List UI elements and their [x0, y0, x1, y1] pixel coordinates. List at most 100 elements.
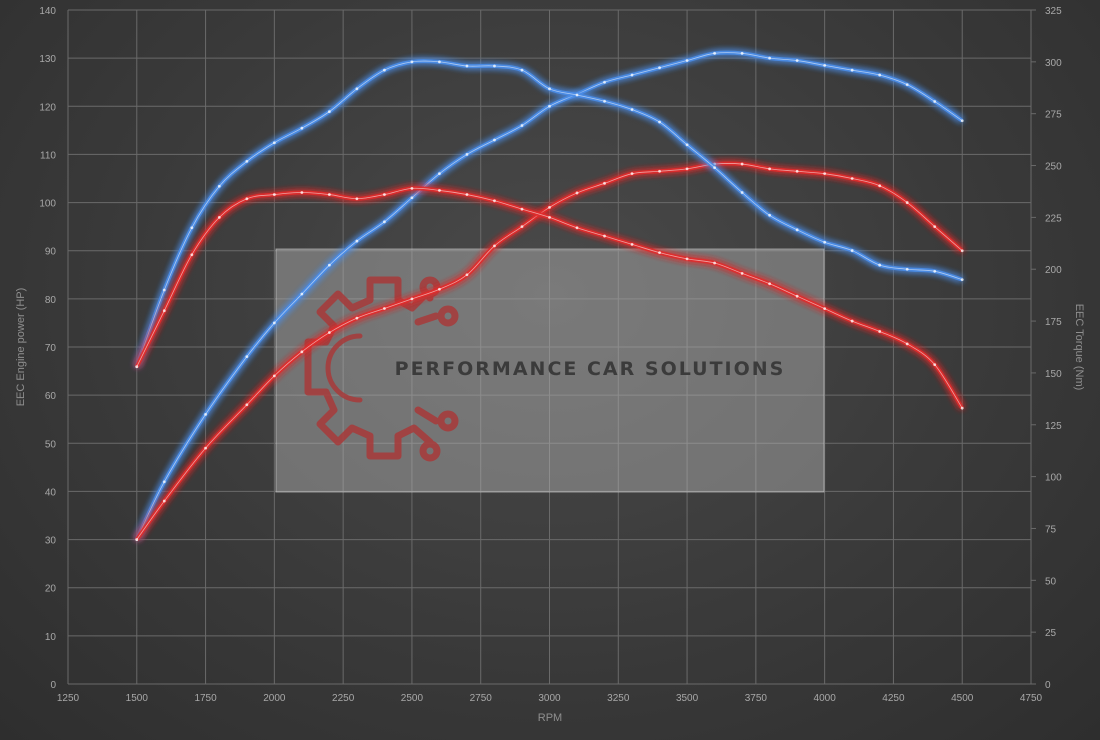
data-point — [960, 406, 964, 410]
data-point — [933, 363, 937, 367]
data-point — [135, 365, 139, 369]
data-point — [960, 249, 964, 253]
data-point — [603, 181, 606, 185]
y-right-tick-label: 100 — [1045, 473, 1062, 484]
data-point — [300, 350, 304, 354]
data-point — [272, 193, 276, 196]
y-right-tick-label: 275 — [1045, 110, 1062, 121]
data-point — [162, 499, 166, 503]
data-point — [603, 99, 606, 103]
data-point — [438, 60, 441, 64]
data-point — [493, 199, 496, 203]
data-point — [355, 316, 359, 320]
data-point — [410, 196, 414, 200]
data-point — [603, 80, 606, 84]
data-point — [575, 93, 579, 97]
data-point — [713, 261, 716, 265]
x-tick-label: 1500 — [126, 693, 149, 704]
data-point — [300, 191, 304, 194]
data-point — [300, 126, 304, 130]
grid — [67, 9, 1036, 685]
data-point — [823, 172, 827, 176]
data-point — [823, 307, 827, 311]
data-point — [795, 169, 799, 173]
data-point — [162, 480, 166, 484]
y-right-tick-label: 200 — [1045, 265, 1062, 276]
y-right-tick-label: 225 — [1045, 213, 1062, 224]
y-left-tick-label: 40 — [45, 487, 57, 498]
data-point — [630, 172, 634, 176]
data-point — [630, 108, 634, 111]
data-point — [905, 83, 909, 87]
data-point — [355, 197, 359, 201]
data-point — [162, 309, 166, 313]
x-tick-label: 4750 — [1020, 693, 1043, 704]
data-point — [272, 141, 276, 145]
y-right-tick-label: 250 — [1045, 162, 1062, 173]
data-point — [823, 240, 827, 244]
data-point — [548, 205, 551, 209]
data-point — [685, 143, 689, 147]
data-point — [933, 269, 937, 273]
y-left-tick-label: 120 — [39, 102, 56, 113]
data-point — [548, 215, 551, 219]
y-right-tick-label: 125 — [1045, 421, 1062, 432]
series-1 — [134, 50, 964, 541]
data-point — [465, 193, 469, 196]
data-point — [465, 153, 469, 156]
data-point — [850, 319, 854, 323]
data-point — [850, 68, 854, 72]
watermark: PERFORMANCE CAR SOLUTIONS — [275, 248, 825, 493]
y-left-tick-label: 20 — [45, 584, 57, 595]
data-point — [740, 162, 744, 166]
data-point — [905, 342, 909, 346]
data-point — [685, 59, 689, 62]
x-tick-label: 4250 — [882, 693, 905, 704]
data-point — [245, 159, 249, 163]
data-point — [878, 73, 882, 77]
y-left-tick-label: 10 — [45, 632, 57, 643]
data-point — [795, 228, 799, 232]
y-right-tick-label: 25 — [1045, 628, 1057, 639]
data-point — [740, 191, 744, 194]
data-point — [410, 186, 414, 190]
series-2 — [135, 161, 964, 541]
data-point — [465, 64, 469, 68]
data-point — [768, 282, 772, 286]
data-point — [438, 189, 441, 192]
data-point — [713, 51, 716, 55]
x-tick-label: 4500 — [951, 693, 974, 704]
data-point — [933, 100, 937, 103]
data-point — [383, 307, 386, 310]
data-point — [300, 292, 304, 296]
data-point — [410, 297, 414, 301]
data-point — [685, 257, 689, 261]
data-point — [933, 225, 937, 229]
data-point — [520, 207, 524, 211]
x-tick-label: 3250 — [607, 693, 630, 704]
data-point — [575, 226, 579, 230]
series-4 — [134, 186, 964, 410]
y-left-tick-label: 0 — [50, 680, 56, 691]
data-point — [658, 251, 661, 255]
y-left-tick-label: 140 — [39, 6, 56, 17]
data-point — [768, 56, 772, 60]
x-tick-label: 1750 — [194, 693, 217, 704]
data-point — [493, 138, 496, 142]
x-tick-label: 3750 — [745, 693, 768, 704]
data-point — [713, 166, 716, 170]
y-left-tick-label: 30 — [45, 536, 57, 547]
data-point — [162, 288, 166, 292]
data-point — [850, 177, 854, 180]
data-point — [603, 234, 606, 238]
series-line-highlight — [136, 163, 963, 540]
y-right-tick-label: 75 — [1045, 524, 1057, 535]
data-point — [327, 263, 331, 267]
data-point — [520, 225, 524, 229]
data-point — [383, 68, 386, 72]
data-point — [204, 446, 207, 450]
data-point — [493, 64, 496, 68]
data-point — [245, 355, 249, 359]
data-point — [960, 119, 964, 123]
